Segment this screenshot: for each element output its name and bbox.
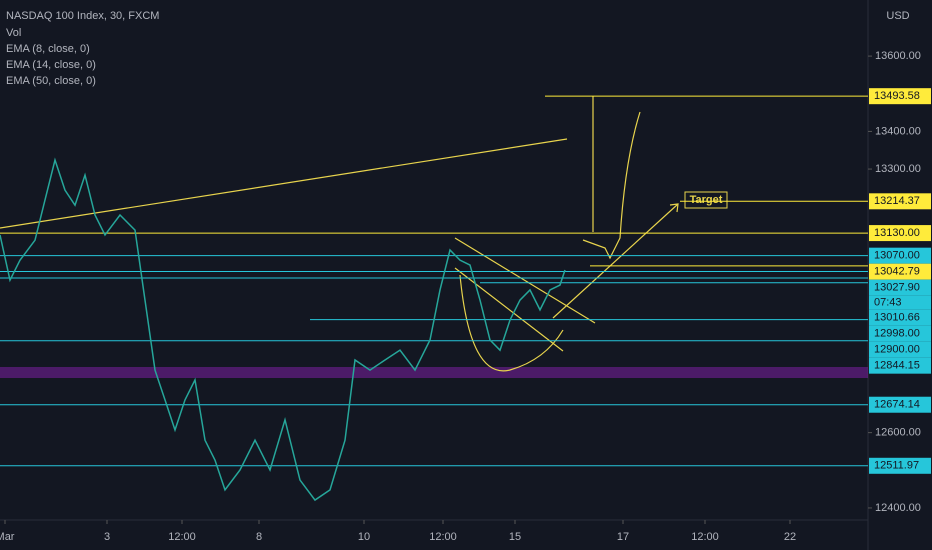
level-label-box: [869, 279, 931, 296]
zone-band: [0, 367, 868, 378]
level-label-box: [869, 325, 931, 342]
y-tick-label: 13600.00: [875, 50, 921, 62]
x-tick-label: 17: [617, 531, 629, 543]
x-tick-label: 12:00: [168, 531, 196, 543]
level-label: 13027.90: [874, 282, 920, 294]
level-label: 12511.97: [874, 460, 919, 472]
level-label-box: [869, 309, 931, 326]
level-label: 12844.15: [874, 360, 920, 372]
y-tick-label: 12600.00: [875, 427, 921, 439]
level-label: 13214.37: [874, 195, 920, 207]
indicator-label: Vol: [6, 27, 21, 39]
arrow-head: [669, 203, 679, 213]
price-line: [0, 157, 566, 502]
level-label-box: [869, 357, 931, 374]
trend-line: [454, 267, 564, 352]
level-label-box: [869, 396, 931, 413]
level-label: 13070.00: [874, 250, 920, 262]
x-tick-label: 10: [358, 531, 370, 543]
x-tick-label: 12:00: [691, 531, 719, 543]
level-label-box: [869, 193, 931, 210]
indicator-label: EMA (8, close, 0): [6, 43, 90, 55]
level-label: 13493.58: [874, 90, 920, 102]
level-label-box: [869, 457, 931, 474]
level-label: 13130.00: [874, 227, 920, 239]
level-label: 13010.66: [874, 312, 920, 324]
projection: [582, 111, 641, 260]
currency: USD: [886, 10, 909, 22]
y-tick-label: 13300.00: [875, 163, 921, 175]
x-tick-label: 8: [256, 531, 262, 543]
x-tick-label: Mar: [0, 531, 15, 543]
level-label-box: [869, 247, 931, 264]
x-tick-label: 3: [104, 531, 110, 543]
level-label-box: [869, 341, 931, 358]
x-tick-label: 12:00: [429, 531, 457, 543]
cup-curve: [459, 274, 564, 372]
chart-title: NASDAQ 100 Index, 30, FXCM: [6, 10, 159, 22]
x-tick-label: 15: [509, 531, 521, 543]
target-box: [684, 191, 728, 209]
level-label: 13042.79: [874, 266, 920, 278]
level-label: 12674.14: [874, 399, 920, 411]
trend-line: [454, 237, 596, 324]
level-label: 12998.00: [874, 328, 920, 340]
annotation: Target: [690, 194, 723, 206]
arrow: [552, 203, 679, 319]
level-label-box: [869, 225, 931, 242]
level-label-box: [869, 263, 931, 280]
level-label-box: [869, 88, 931, 105]
indicator-label: EMA (14, close, 0): [6, 59, 96, 71]
y-tick-label: 13400.00: [875, 125, 921, 137]
countdown: 07:43: [874, 297, 902, 309]
level-label: 12900.00: [874, 344, 920, 356]
indicator-label: EMA (50, close, 0): [6, 75, 96, 87]
y-tick-label: 12400.00: [875, 502, 921, 514]
countdown-box: [869, 295, 931, 310]
x-tick-label: 22: [784, 531, 796, 543]
